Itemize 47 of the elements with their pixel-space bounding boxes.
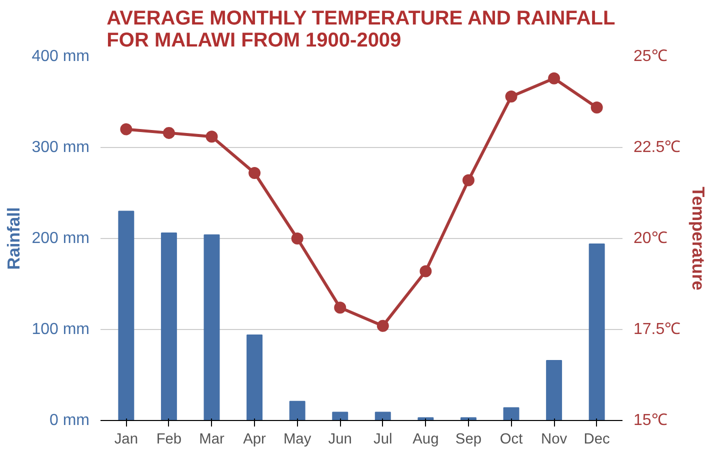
x-tick-label: Jul xyxy=(374,432,392,448)
point xyxy=(590,101,603,114)
y2-tick-label: 22.5℃ xyxy=(634,139,681,156)
x-tick-label: Nov xyxy=(541,432,568,448)
x-tick-label: Oct xyxy=(500,432,523,448)
bar xyxy=(246,334,263,420)
bar xyxy=(588,243,605,420)
bar xyxy=(118,210,134,420)
point xyxy=(462,174,474,186)
y-tick-label: 300 mm xyxy=(32,139,90,156)
x-tick-label: Mar xyxy=(199,432,224,448)
point xyxy=(162,126,175,139)
x-tick-label: Jan xyxy=(114,432,138,448)
x-tick-label: May xyxy=(283,432,312,448)
bar xyxy=(374,412,391,420)
y-tick-label: 400 mm xyxy=(32,48,90,65)
point xyxy=(505,90,518,103)
point xyxy=(248,166,261,179)
x-tick-label: Apr xyxy=(243,432,266,448)
x-tick-label: Dec xyxy=(584,432,610,448)
point xyxy=(420,265,432,278)
y2-tick-label: 17.5℃ xyxy=(634,321,681,338)
x-tick-label: Jun xyxy=(328,432,352,448)
x-tick-label: Aug xyxy=(412,432,439,448)
bar xyxy=(546,360,562,420)
bar xyxy=(160,232,177,420)
y2-tick-label: 15℃ xyxy=(634,412,668,429)
bar xyxy=(204,234,220,420)
x-tick-label: Feb xyxy=(156,432,182,448)
y2-tick-label: 20℃ xyxy=(634,230,668,247)
y-tick-label: 100 mm xyxy=(32,321,90,338)
point xyxy=(120,123,132,136)
point xyxy=(334,302,346,314)
y-tick-label: 0 mm xyxy=(50,412,90,429)
y2-tick-label: 25℃ xyxy=(634,48,668,65)
y-axis-title: Rainfall xyxy=(4,207,24,270)
y-tick-label: 200 mm xyxy=(32,230,90,247)
x-tick-label: Sep xyxy=(455,432,482,448)
point xyxy=(206,130,218,143)
y2-axis-title: Temperature xyxy=(688,186,709,291)
bar xyxy=(503,407,520,420)
bar xyxy=(289,400,306,420)
point xyxy=(548,72,560,84)
chart-title: AVERAGE MONTHLY TEMPERATURE AND RAINFALL FOR MALAWI FROM 1900-2009 xyxy=(106,8,616,52)
point xyxy=(291,232,304,244)
bar xyxy=(332,412,348,420)
point xyxy=(376,320,389,332)
